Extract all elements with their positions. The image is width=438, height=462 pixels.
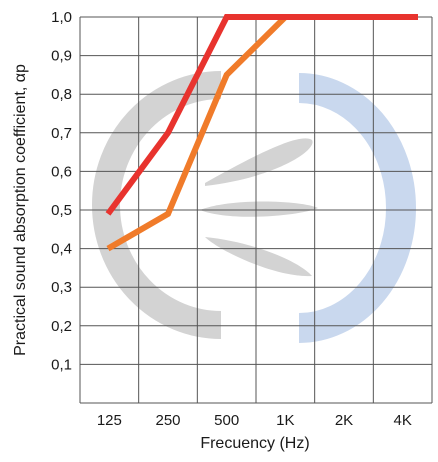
y-tick-label: 0,8 — [51, 86, 72, 103]
x-tick-labels: 125 250 500 1K 2K 4K — [97, 412, 412, 429]
y-tick-label: 0,5 — [51, 202, 72, 219]
y-tick-labels: 0,1 0,2 0,3 0,4 0,5 0,6 0,7 0,8 0,9 1,0 — [51, 9, 72, 373]
grid — [79, 16, 433, 404]
y-tick-label: 1,0 — [51, 9, 72, 26]
y-tick-label: 0,6 — [51, 163, 72, 180]
y-tick-label: 0,2 — [51, 318, 72, 335]
watermark-logo — [92, 71, 416, 343]
watermark-left-arc — [92, 71, 222, 339]
y-axis-title: Practical sound absorption coefficient, … — [12, 64, 29, 356]
x-tick-label: 2K — [335, 412, 353, 429]
y-tick-label: 0,9 — [51, 48, 72, 65]
x-tick-label: 4K — [393, 412, 411, 429]
x-tick-label: 250 — [155, 412, 180, 429]
y-tick-label: 0,3 — [51, 279, 72, 296]
x-tick-label: 125 — [97, 412, 122, 429]
x-axis-title: Frecuency (Hz) — [200, 435, 309, 452]
watermark-wave-middle — [200, 201, 318, 217]
watermark-right-arc — [298, 73, 416, 343]
watermark-wave-top — [205, 138, 313, 186]
y-tick-label: 0,7 — [51, 125, 72, 142]
series-line-1 — [105, 14, 418, 216]
x-tick-label: 1K — [276, 412, 294, 429]
watermark-wave-bottom — [205, 237, 312, 277]
x-tick-label: 500 — [214, 412, 239, 429]
y-tick-label: 0,4 — [51, 241, 72, 258]
series-lines — [105, 14, 418, 252]
y-tick-label: 0,1 — [51, 356, 72, 373]
